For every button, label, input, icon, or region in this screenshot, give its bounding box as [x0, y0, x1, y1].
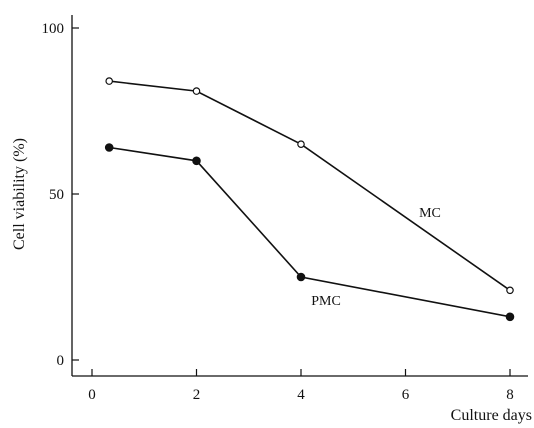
data-point-pmc [192, 156, 201, 166]
x-tick-label: 4 [297, 387, 305, 403]
x-axis-title: Culture days [451, 407, 532, 424]
ticks: 0 2 4 6 8 0 50 100 [42, 21, 514, 403]
data-point-pmc [505, 312, 515, 322]
x-tick-label: 8 [506, 387, 514, 403]
x-tick-label: 2 [193, 387, 201, 403]
series-line-mc [109, 80, 511, 291]
data-point-pmc [104, 143, 114, 152]
data-point-mc [192, 87, 201, 95]
data-point-mc [506, 286, 514, 295]
series-layer: MC PMC [104, 77, 515, 322]
data-point-pmc [296, 272, 306, 282]
series-line-pmc [109, 146, 511, 318]
x-tick-label: 6 [402, 387, 410, 403]
axes [71, 15, 528, 377]
data-point-mc [105, 77, 114, 85]
series-label-mc: MC [419, 206, 441, 221]
y-tick-label: 100 [42, 21, 65, 37]
series-label-pmc: PMC [311, 294, 341, 309]
y-tick-label: 0 [57, 353, 65, 369]
y-axis-title: Cell viability (%) [11, 138, 28, 250]
x-tick-label: 0 [88, 387, 96, 403]
y-tick-label: 50 [49, 187, 64, 203]
data-point-mc [297, 140, 305, 149]
